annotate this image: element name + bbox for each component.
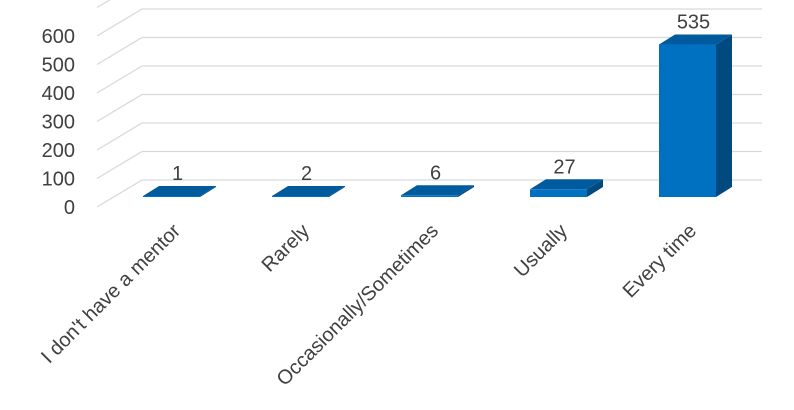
category-label: I don't have a mentor bbox=[37, 220, 185, 368]
y-tick-label: 200 bbox=[42, 140, 75, 162]
y-tick-label: 400 bbox=[42, 83, 75, 105]
data-label: 1 bbox=[172, 163, 183, 185]
category-labels: I don't have a mentor RarelyOccasionally/… bbox=[37, 220, 701, 391]
bar bbox=[143, 186, 216, 197]
y-tick-label: 500 bbox=[42, 55, 75, 77]
gridline bbox=[96, 122, 762, 151]
bar-side bbox=[329, 186, 345, 197]
gridline bbox=[96, 0, 111, 9]
bar-top bbox=[530, 179, 603, 190]
gridline bbox=[96, 150, 762, 180]
bar-side bbox=[458, 185, 474, 197]
bar bbox=[272, 186, 345, 197]
gridline bbox=[96, 93, 762, 123]
gridline bbox=[96, 8, 762, 37]
y-tick-label: 300 bbox=[42, 112, 75, 134]
category-label: Rarely bbox=[258, 220, 314, 276]
bar bbox=[530, 179, 603, 197]
bar-top bbox=[143, 186, 216, 196]
data-label: 2 bbox=[301, 163, 312, 185]
bar-side bbox=[716, 34, 732, 198]
gridline bbox=[96, 36, 762, 66]
y-tick-label: 0 bbox=[64, 197, 75, 219]
y-tick-label: 100 bbox=[42, 169, 75, 191]
bar-front bbox=[272, 196, 329, 197]
bar-side bbox=[587, 179, 603, 197]
bar-top bbox=[659, 34, 732, 45]
bar-front bbox=[659, 44, 716, 198]
bar-front bbox=[401, 195, 458, 197]
y-tick-label: 600 bbox=[42, 26, 75, 48]
bar-front bbox=[143, 196, 200, 197]
bar-side bbox=[200, 186, 216, 197]
bars bbox=[143, 34, 732, 198]
bar-top bbox=[401, 185, 474, 196]
gridline bbox=[96, 65, 762, 94]
data-label: 6 bbox=[430, 162, 441, 184]
bar-front bbox=[530, 189, 587, 197]
bar bbox=[659, 34, 732, 198]
data-labels: 1 2 6 27 535 bbox=[172, 12, 710, 185]
y-axis-ticks: 0 100 200 300 400 500 600 bbox=[42, 26, 75, 219]
category-label: Every time bbox=[619, 220, 701, 302]
bar-top bbox=[272, 186, 345, 196]
gridlines bbox=[96, 0, 762, 208]
bar bbox=[401, 185, 474, 197]
data-label: 535 bbox=[677, 12, 710, 34]
data-label: 27 bbox=[553, 156, 575, 178]
category-label: Usually bbox=[510, 220, 572, 282]
